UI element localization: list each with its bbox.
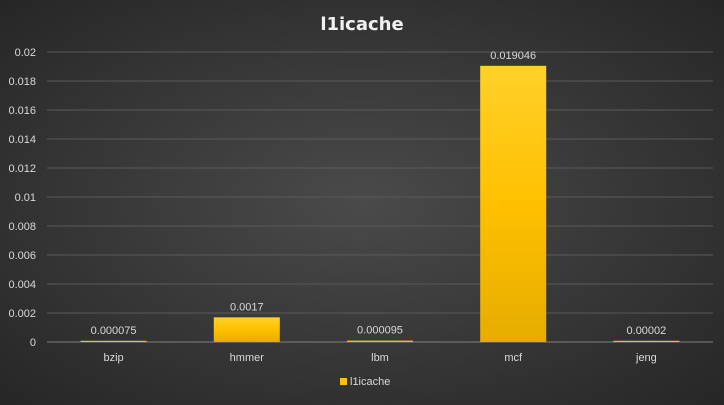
legend-label: l1icache: [350, 376, 390, 388]
data-label-hmmer: 0.0017: [230, 301, 264, 313]
x-category-label: jeng: [635, 352, 657, 364]
x-category-label: lbm: [371, 352, 389, 364]
y-tick-label: 0.02: [15, 47, 36, 59]
y-axis-ticks: 0 0.002 0.004 0.006 0.008 0.01 0.012 0.014 0.016…: [8, 47, 36, 349]
y-tick-label: 0: [30, 337, 36, 349]
y-tick-label: 0.008: [8, 221, 36, 233]
x-category-label: bzip: [104, 352, 124, 364]
y-tick-label: 0.012: [8, 163, 36, 175]
data-label-lbm: 0.000095: [357, 325, 403, 337]
bars: [80, 65, 680, 342]
data-label-bzip: 0.000075: [91, 325, 137, 337]
data-label-mcf: 0.019046: [490, 50, 536, 62]
bar-bzip: [80, 340, 147, 342]
bar-lbm: [347, 340, 413, 342]
x-category-label: mcf: [504, 352, 523, 364]
y-tick-label: 0.01: [15, 192, 36, 204]
y-tick-label: 0.004: [8, 279, 36, 291]
x-category-label: hmmer: [230, 352, 265, 364]
bar-jeng: [613, 340, 680, 342]
data-label-jeng: 0.00002: [627, 325, 667, 337]
y-tick-label: 0.002: [8, 308, 36, 320]
y-tick-label: 0.016: [8, 105, 36, 117]
y-tick-label: 0.018: [8, 76, 36, 88]
x-axis-categories: bzip hmmer lbm mcf jeng: [104, 352, 657, 364]
legend: l1icache: [340, 376, 390, 388]
chart-title: l1icache: [320, 14, 403, 35]
bar-mcf: [480, 65, 547, 342]
y-tick-label: 0.014: [8, 134, 36, 146]
bar-hmmer: [213, 317, 280, 342]
data-labels: 0.000075 0.0017 0.000095 0.019046 0.00002: [91, 50, 667, 337]
gridlines: [47, 51, 713, 343]
legend-swatch: [340, 378, 347, 385]
y-tick-label: 0.006: [8, 250, 36, 262]
